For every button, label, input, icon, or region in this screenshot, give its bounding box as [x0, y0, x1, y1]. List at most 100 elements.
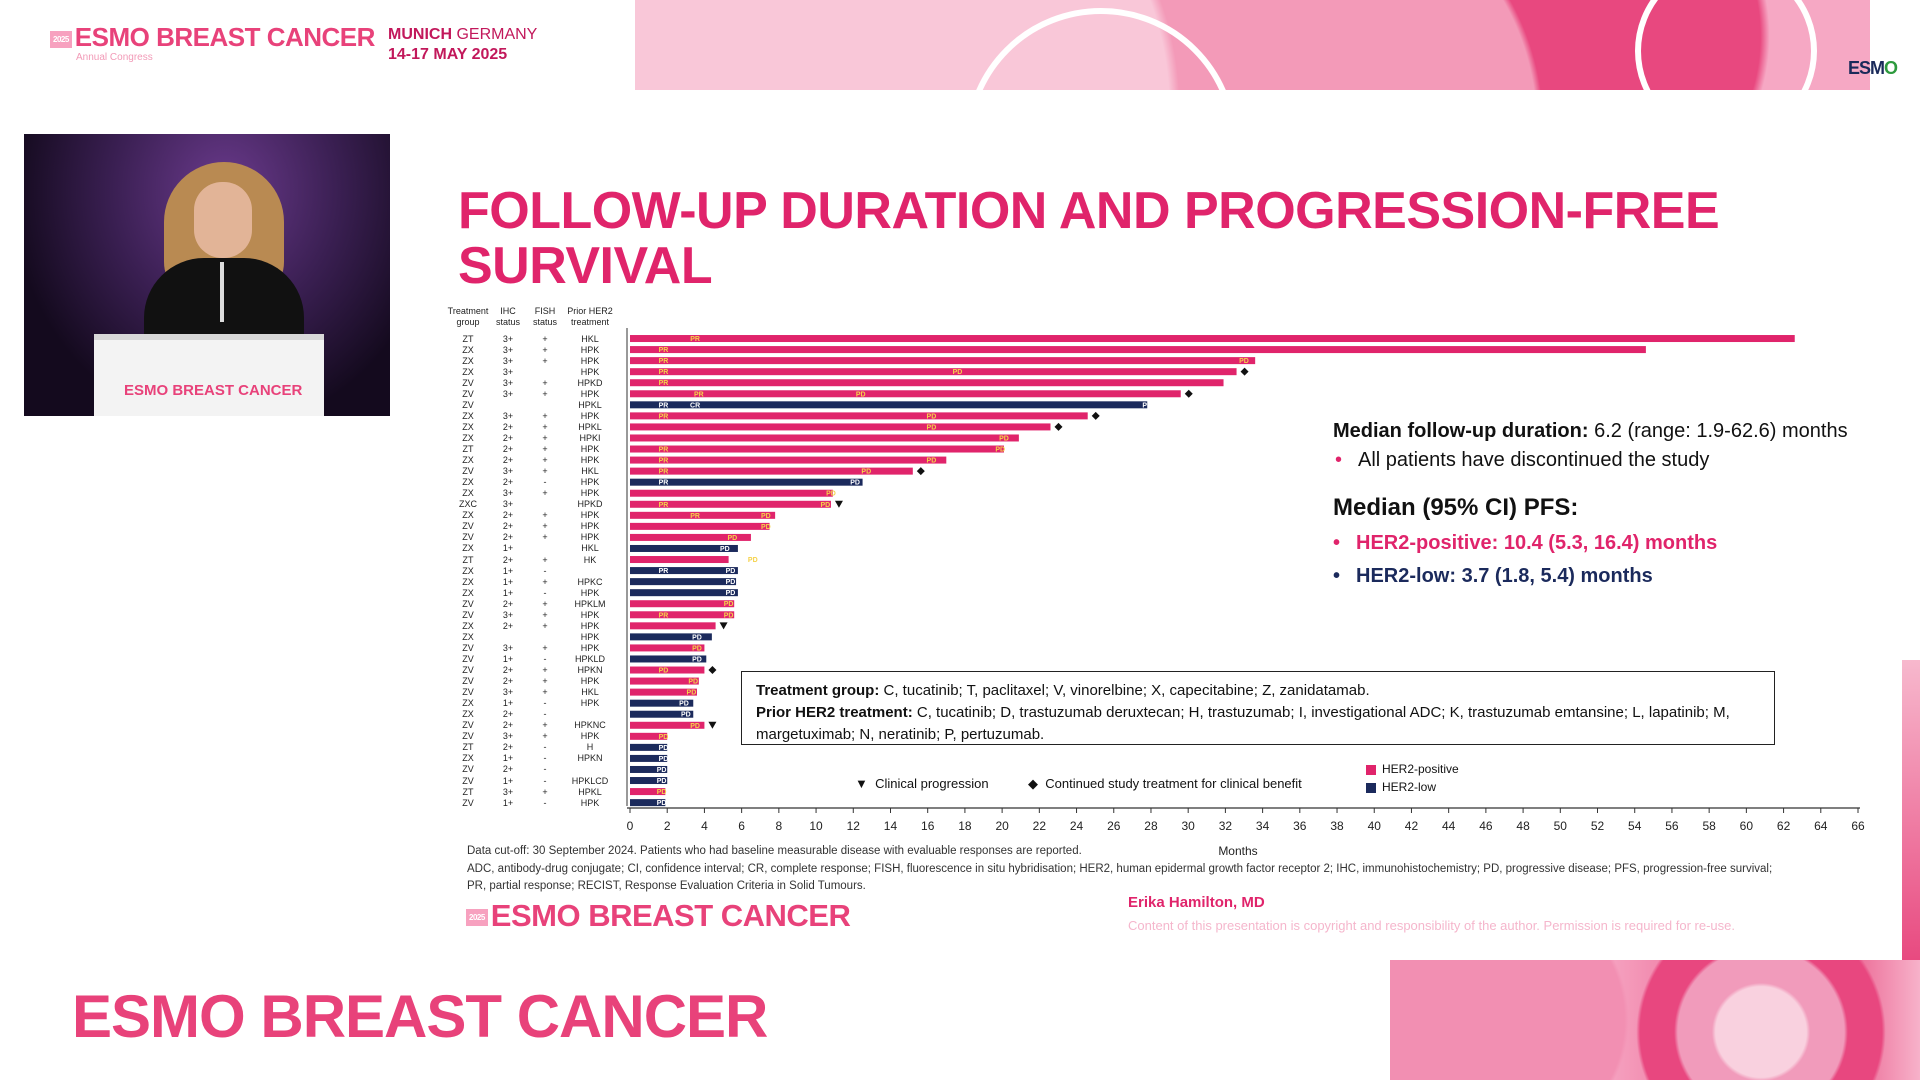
table-cell: 2+	[502, 720, 514, 731]
continued-treatment-legend: ◆ Continued study treatment for clinical…	[1028, 776, 1302, 791]
table-cell: ZX	[462, 576, 474, 587]
table-cell: 3+	[502, 731, 514, 742]
table-cell: ZT	[462, 742, 474, 753]
table-cell: HPK	[580, 366, 600, 377]
table-cell: 3+	[502, 609, 514, 620]
table-cell: +	[542, 432, 548, 443]
table-cell: 3+	[502, 410, 514, 421]
table-cell: 3+	[502, 388, 514, 399]
table-cell: ZX	[462, 366, 474, 377]
swimmer-bar	[630, 434, 1019, 442]
column-header: IHC status	[495, 306, 520, 327]
table-cell: +	[542, 388, 548, 399]
table-cell: HPK	[580, 455, 600, 466]
table-cell: +	[542, 720, 548, 731]
response-label: PD	[1239, 358, 1249, 365]
table-cell: HK	[583, 554, 597, 565]
table-cell: HPKL	[578, 421, 602, 432]
response-label: PD	[690, 723, 700, 730]
swimmer-bar	[630, 423, 1051, 431]
response-label: PR	[659, 447, 669, 454]
table-cell: +	[542, 642, 548, 653]
table-cell: 2+	[502, 432, 514, 443]
table-cell: ZV	[462, 676, 474, 687]
table-cell: ZV	[462, 377, 474, 388]
x-tick-label: 54	[1628, 819, 1642, 833]
response-label: PD	[726, 568, 736, 575]
pfs-heading: Median (95% CI) PFS:	[1333, 494, 1579, 521]
response-label: PD	[687, 690, 697, 697]
swimmer-bar	[630, 589, 738, 597]
table-cell: 2+	[502, 742, 514, 753]
response-label: PD	[720, 546, 730, 553]
table-cell: HPK	[580, 521, 600, 532]
table-cell: +	[542, 609, 548, 620]
x-tick-label: 48	[1516, 819, 1530, 833]
swimmer-bar	[630, 732, 668, 740]
table-cell: HPKI	[579, 432, 601, 443]
table-cell: +	[542, 444, 548, 455]
table-cell: +	[542, 410, 548, 421]
followup-heading: Median follow-up duration: 6.2 (range: 1…	[1333, 420, 1848, 442]
table-cell: HPK	[580, 676, 600, 687]
her2-positive-pfs: • HER2-positive: 10.4 (5.3, 16.4) months	[1333, 532, 1718, 554]
swimmer-bar	[630, 688, 697, 696]
x-tick-label: 34	[1256, 819, 1270, 833]
table-cell: +	[542, 786, 548, 797]
x-axis-label: Months	[1218, 844, 1257, 858]
swimmer-bar	[630, 533, 751, 541]
table-cell: HPK	[580, 631, 600, 642]
response-label: PR	[659, 347, 669, 354]
table-cell: ZV	[462, 642, 474, 653]
table-cell: ZX	[462, 432, 474, 443]
table-cell: ZV	[462, 466, 474, 477]
response-label: PD	[724, 601, 734, 608]
swimmer-bar	[630, 710, 694, 718]
x-tick-label: 62	[1777, 819, 1791, 833]
table-cell: HPK	[580, 477, 600, 488]
copyright-notice: Content of this presentation is copyrigh…	[1128, 918, 1735, 933]
response-label: PD	[681, 712, 691, 719]
conference-header: 2025 ESMO BREAST CANCER Annual Congress M…	[0, 0, 1920, 90]
table-cell: +	[542, 355, 548, 366]
table-cell: +	[542, 421, 548, 432]
table-cell: HPKN	[577, 665, 603, 676]
table-cell: -	[543, 565, 547, 576]
response-label: PR	[659, 380, 669, 387]
table-cell: ZV	[462, 653, 474, 664]
x-tick-label: 44	[1442, 819, 1456, 833]
table-cell: +	[542, 676, 548, 687]
table-cell: 3+	[502, 488, 514, 499]
table-cell: ZX	[462, 698, 474, 709]
table-cell: HPKN	[577, 753, 603, 764]
table-cell: HPK	[580, 355, 600, 366]
response-label: PD	[995, 447, 1005, 454]
table-cell: HPKD	[577, 499, 603, 510]
her2-low-pfs: • HER2-low: 3.7 (1.8, 5.4) months	[1333, 565, 1653, 587]
x-tick-label: 30	[1182, 819, 1196, 833]
continued-treatment-marker	[916, 467, 925, 476]
rose-banner-top	[635, 0, 1885, 90]
table-cell: 3+	[502, 642, 514, 653]
table-cell: 1+	[502, 565, 514, 576]
x-tick-label: 6	[738, 819, 745, 833]
conference-city: MUNICH GERMANY	[388, 26, 538, 43]
followup-bullet: • All patients have discontinued the stud…	[1335, 449, 1710, 471]
swimmer-bar	[630, 600, 735, 608]
table-cell: -	[543, 653, 547, 664]
abbreviation-box: Treatment group: C, tucatinib; T, paclit…	[741, 671, 1775, 745]
table-cell: ZX	[462, 477, 474, 488]
table-cell: 3+	[502, 366, 514, 377]
clinical-progression-marker	[708, 721, 717, 729]
treatment-group-key: Treatment group: C, tucatinib; T, paclit…	[756, 682, 1370, 699]
table-cell: HKL	[581, 466, 599, 477]
swimmer-bar	[630, 401, 1148, 409]
author-name: Erika Hamilton, MD	[1128, 894, 1265, 911]
x-tick-label: 8	[776, 819, 783, 833]
swimmer-bar	[630, 788, 666, 796]
swimmer-bar	[630, 765, 668, 773]
table-cell: ZV	[462, 388, 474, 399]
response-label: PD	[692, 656, 702, 663]
swimmer-bar	[630, 633, 712, 641]
table-cell: 3+	[502, 344, 514, 355]
